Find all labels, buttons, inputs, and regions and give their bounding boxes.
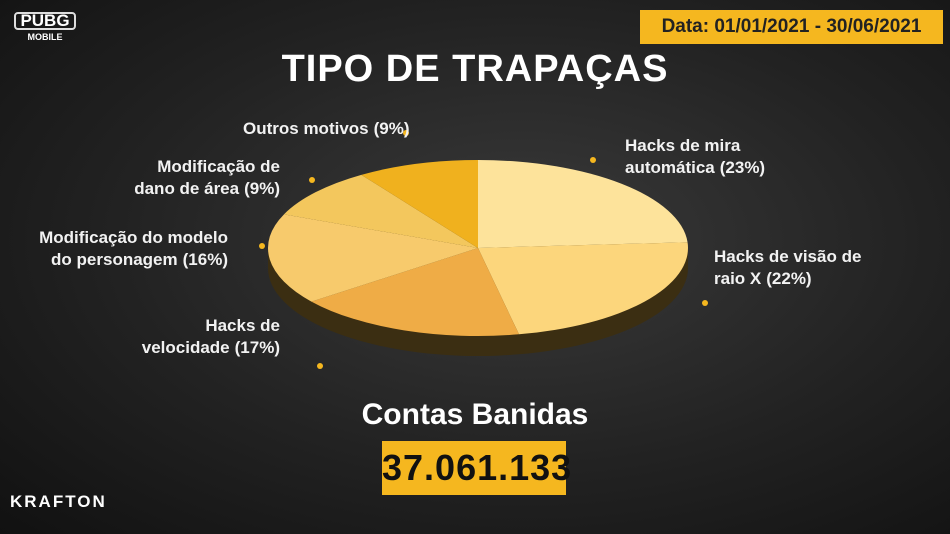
pie-slice xyxy=(361,160,478,248)
pie-slice xyxy=(268,214,478,302)
value-label: (9%) xyxy=(244,179,280,198)
pie-slice xyxy=(311,248,519,337)
category-name: Hacks de mira automática xyxy=(625,136,741,177)
pie-slice xyxy=(283,174,478,248)
date-range: Data: 01/01/2021 - 30/06/2021 xyxy=(640,10,943,44)
slice-label: Hacks de mira automática (23%) xyxy=(625,135,795,179)
label-dot xyxy=(259,243,265,249)
value-label: (23%) xyxy=(719,158,766,177)
banned-count: 37.061.133 xyxy=(382,441,571,495)
slice-label: Hacks de visão de raio X (22%) xyxy=(714,246,864,290)
banned-label: Contas Banidas xyxy=(361,398,589,431)
slice-label: Outros motivos (9%) xyxy=(243,118,433,140)
label-dot xyxy=(317,363,323,369)
slice-label: Modificação do modelo do personagem (16%) xyxy=(28,227,228,271)
label-dot xyxy=(590,157,596,163)
label-dot xyxy=(702,300,708,306)
pie-slice xyxy=(478,160,688,248)
slice-label: Modificação de dano de área (9%) xyxy=(130,156,280,200)
category-name: Hacks de velocidade xyxy=(141,316,280,357)
value-label: (17%) xyxy=(234,338,280,357)
value-label: (9%) xyxy=(373,119,410,138)
pubg-logo: PUBG MOBILE xyxy=(14,12,76,44)
category-name: Outros motivos xyxy=(243,119,369,138)
chart-title: TIPO DE TRAPAÇAS xyxy=(281,48,669,90)
label-dot xyxy=(309,177,315,183)
label-dot xyxy=(403,130,409,136)
value-label: (22%) xyxy=(766,269,812,288)
logo-text: PUBG xyxy=(14,12,76,30)
slice-label: Hacks de velocidade (17%) xyxy=(110,315,280,359)
category-name: Modificação de dano de área xyxy=(134,157,280,198)
krafton-logo: KRAFTON xyxy=(10,492,107,511)
logo-text: MOBILE xyxy=(27,32,63,42)
value-label: (16%) xyxy=(182,250,228,269)
category-name: Hacks de visão de raio X xyxy=(714,247,862,288)
pie-slice xyxy=(478,242,688,335)
category-name: Modificação do modelo do personagem xyxy=(39,228,228,269)
